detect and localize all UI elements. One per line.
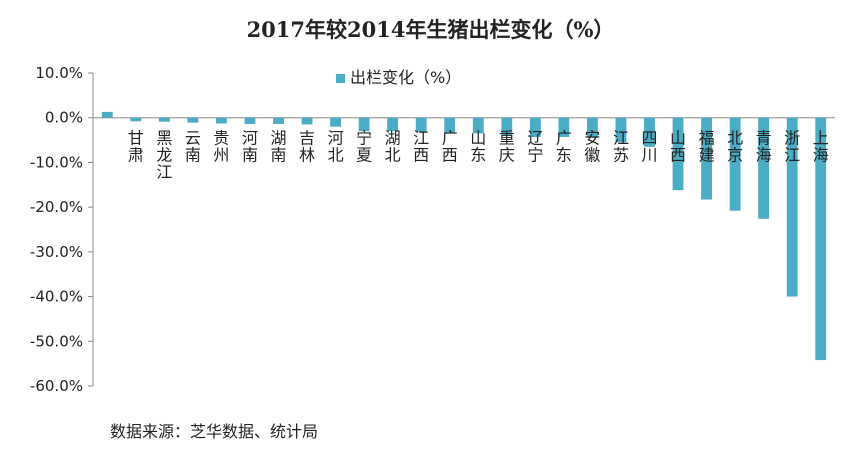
x-category-label: 甘肃 xyxy=(128,129,144,165)
x-category-label: 湖南 xyxy=(270,129,286,165)
bar xyxy=(501,117,513,136)
x-category-label: 北京 xyxy=(727,129,743,165)
x-category-label: 江西 xyxy=(413,129,429,165)
bar xyxy=(273,117,284,124)
y-tick-label: -50.0% xyxy=(30,332,83,350)
bar xyxy=(587,117,598,138)
bar xyxy=(615,117,627,143)
bar xyxy=(158,117,170,122)
x-category-label: 上海 xyxy=(813,129,829,165)
bar xyxy=(758,117,770,219)
bar xyxy=(529,117,541,137)
y-tick-label: -30.0% xyxy=(30,243,83,261)
x-category-label: 山西 xyxy=(670,129,686,165)
bar xyxy=(244,117,256,124)
y-tick-label: 10.0% xyxy=(35,64,83,82)
bar xyxy=(729,117,741,211)
bar xyxy=(101,111,113,118)
legend-label: 出栏变化（%） xyxy=(350,68,461,87)
bar xyxy=(187,117,199,123)
y-tick-label: -10.0% xyxy=(30,153,83,171)
x-category-label: 江苏 xyxy=(613,129,629,165)
bar xyxy=(130,117,142,122)
x-category-label: 辽宁 xyxy=(527,129,543,165)
x-category-label: 广东 xyxy=(556,129,572,165)
bar xyxy=(444,117,456,133)
bar xyxy=(701,117,712,200)
x-category-label: 青海 xyxy=(756,129,772,165)
x-category-label: 广西 xyxy=(442,129,458,165)
legend-swatch xyxy=(336,74,345,83)
y-tick-label: -60.0% xyxy=(30,377,83,395)
bar xyxy=(786,117,798,297)
bar xyxy=(415,117,427,132)
x-category-label: 河南 xyxy=(242,129,258,165)
x-category-label: 河北 xyxy=(328,129,344,165)
x-category-label: 安徽 xyxy=(584,129,600,165)
bar xyxy=(672,117,684,191)
x-category-label: 吉林 xyxy=(299,129,315,165)
source-note: 数据来源：芝华数据、统计局 xyxy=(110,422,319,441)
bar xyxy=(558,117,570,137)
x-category-label: 四川 xyxy=(641,129,657,165)
bar xyxy=(815,117,827,361)
y-tick-label: 0.0% xyxy=(45,109,83,127)
x-category-label: 宁夏 xyxy=(356,129,372,165)
bar xyxy=(472,117,484,134)
x-category-label: 贵州 xyxy=(213,129,229,165)
y-tick-label: -40.0% xyxy=(30,288,83,306)
x-category-label: 云南 xyxy=(185,129,201,165)
chart-title: 2017年较2014年生猪出栏变化（%） xyxy=(246,17,615,42)
bar xyxy=(330,117,341,127)
bar xyxy=(358,117,370,132)
bar xyxy=(216,117,227,124)
bar xyxy=(387,117,399,132)
x-category-label: 湖北 xyxy=(385,129,401,165)
x-category-label: 山东 xyxy=(470,129,486,165)
bar xyxy=(301,117,313,125)
x-category-label: 重庆 xyxy=(499,129,515,165)
y-tick-label: -20.0% xyxy=(30,198,83,216)
bar xyxy=(644,117,655,147)
x-category-label: 黑龙江 xyxy=(156,129,172,182)
x-category-label: 福建 xyxy=(699,129,715,165)
x-category-label: 浙江 xyxy=(784,129,800,165)
